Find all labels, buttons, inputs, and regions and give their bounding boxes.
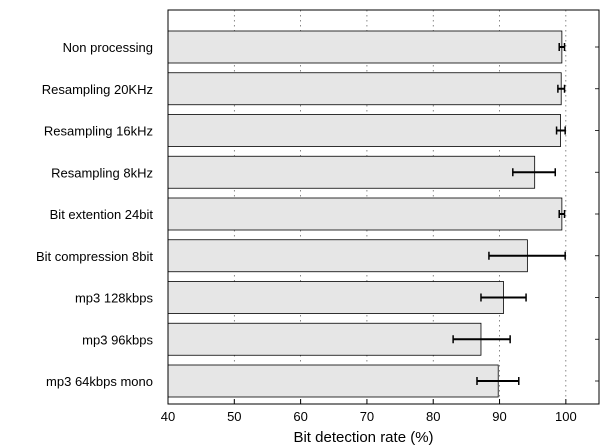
category-label: Resampling 8kHz (51, 165, 153, 180)
bar (167, 30, 563, 64)
category-label: mp3 96kbps (82, 332, 153, 347)
category-label: mp3 64kbps mono (46, 374, 153, 389)
category-label: Bit compression 8bit (36, 249, 153, 264)
error-bar (512, 168, 556, 177)
bar (167, 322, 482, 356)
category-label: Resampling 20KHz (42, 82, 153, 97)
error-bar (555, 126, 566, 135)
bar (167, 281, 504, 314)
error-bar (452, 335, 511, 344)
x-tick-label: 100 (555, 409, 577, 424)
error-bar (480, 293, 527, 302)
bar (167, 239, 528, 273)
x-tick-label: 90 (492, 409, 506, 424)
x-tick-label: 40 (161, 409, 175, 424)
bar (167, 197, 563, 231)
x-tick-label: 50 (227, 409, 241, 424)
x-axis-title: Bit detection rate (%) (293, 429, 433, 446)
error-bar (488, 251, 566, 260)
category-label: mp3 128kbps (75, 291, 154, 306)
x-tick-label: 80 (426, 409, 440, 424)
bar (167, 155, 536, 189)
category-label: Bit extention 24bit (50, 207, 154, 222)
x-axis-ticks: 40 50 60 70 80 90 100 (161, 46, 599, 424)
x-tick-label: 60 (293, 409, 307, 424)
bar (167, 364, 499, 398)
bars (167, 30, 563, 398)
error-bars (452, 43, 566, 385)
x-tick-label: 70 (360, 409, 374, 424)
error-bar (557, 84, 566, 93)
error-bar (558, 210, 566, 218)
plot-area-frame (167, 9, 600, 405)
category-label: Non processing (63, 40, 153, 55)
bar (167, 72, 562, 106)
category-labels: Non processing Resampling 20KHz Resampling… (36, 40, 154, 389)
category-label: Resampling 16kHz (44, 124, 153, 139)
error-bar (476, 377, 520, 385)
error-bar (558, 43, 566, 51)
bar (167, 114, 561, 147)
